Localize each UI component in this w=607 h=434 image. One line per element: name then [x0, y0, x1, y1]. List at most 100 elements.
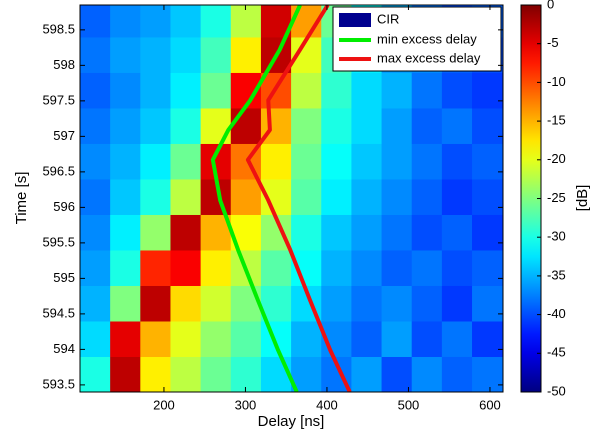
heatmap-cell	[291, 178, 322, 215]
heatmap-cell	[200, 320, 232, 357]
heatmap-cell	[200, 285, 232, 322]
heatmap-cell	[381, 72, 413, 109]
heatmap-cell	[472, 320, 503, 357]
heatmap-cell	[110, 143, 141, 180]
heatmap-cell	[200, 249, 232, 286]
heatmap-cell	[351, 107, 383, 144]
heatmap-cell	[291, 320, 322, 357]
heatmap-cell	[170, 178, 202, 215]
heatmap-cell	[230, 36, 262, 73]
heatmap-cell	[230, 107, 262, 144]
heatmap-cell	[230, 285, 262, 322]
heatmap-cell	[411, 356, 443, 392]
heatmap-cell	[411, 178, 443, 215]
heatmap-cell	[110, 249, 141, 286]
y-tick-label: 598	[53, 57, 75, 72]
heatmap-cell	[140, 285, 171, 322]
heatmap-cell	[110, 178, 141, 215]
colorbar-tick-label: -30	[547, 229, 566, 244]
heatmap-cell	[170, 320, 202, 357]
y-tick-label: 595.5	[42, 234, 75, 249]
heatmap-cell	[381, 249, 413, 286]
heatmap-cell	[351, 356, 383, 392]
heatmap-cell	[291, 214, 322, 251]
x-tick-label: 200	[153, 397, 175, 412]
x-tick-label: 600	[479, 397, 501, 412]
y-tick-label: 597.5	[42, 92, 75, 107]
heatmap-cell	[110, 320, 141, 357]
x-tick-label: 400	[316, 397, 338, 412]
heatmap-cell	[170, 36, 202, 73]
line-series	[245, 5, 352, 392]
heatmap-cell	[411, 285, 443, 322]
y-tick-label: 597	[53, 128, 75, 143]
heatmap-cell	[351, 285, 383, 322]
heatmap-cell	[110, 5, 141, 38]
heatmap-cell	[80, 356, 111, 392]
heatmap-cell	[140, 107, 171, 144]
x-axis-label: Delay [ns]	[258, 413, 325, 430]
y-tick-label: 594.5	[42, 305, 75, 320]
heatmap-cell	[411, 214, 443, 251]
heatmap-cell	[441, 320, 473, 357]
colorbar-tick-label: 0	[547, 0, 554, 11]
heatmap-cell	[472, 285, 503, 322]
heatmap-cell	[381, 356, 413, 392]
heatmap-cell	[200, 107, 232, 144]
heatmap-cell	[321, 107, 352, 144]
heatmap-cell	[140, 5, 171, 38]
line-series	[210, 5, 302, 392]
heatmap-cell	[351, 72, 383, 109]
heatmap-cell	[472, 178, 503, 215]
heatmap-cell	[80, 143, 111, 180]
heatmap-cell	[140, 72, 171, 109]
heatmap-cell	[110, 214, 141, 251]
heatmap-cell	[351, 178, 383, 215]
heatmap-cell	[110, 356, 141, 392]
heatmap-cell	[381, 178, 413, 215]
heatmap-cell	[140, 249, 171, 286]
heatmap-cell	[321, 285, 352, 322]
heatmap-cell	[321, 249, 352, 286]
heatmap-cell	[140, 320, 171, 357]
heatmap-cell	[110, 36, 141, 73]
heatmap-cell	[230, 356, 262, 392]
heatmap-cell	[170, 356, 202, 392]
heatmap-cell	[291, 143, 322, 180]
heatmap-cell	[140, 214, 171, 251]
heatmap-cell	[110, 107, 141, 144]
heatmap-cell	[381, 320, 413, 357]
heatmap-cell	[411, 107, 443, 144]
heatmap-cell	[80, 285, 111, 322]
heatmap-cell	[200, 5, 232, 38]
heatmap-cell	[170, 72, 202, 109]
heatmap-cell	[80, 72, 111, 109]
heatmap-cell	[200, 36, 232, 73]
heatmap-cell	[170, 143, 202, 180]
y-tick-label: 593.5	[42, 376, 75, 391]
heatmap-cell	[260, 356, 292, 392]
legend-swatch	[339, 13, 371, 27]
heatmap-cell	[140, 356, 171, 392]
heatmap-cell	[381, 107, 413, 144]
legend: CIR min excess delay max excess delay	[332, 6, 502, 72]
y-axis-label: Time [s]	[13, 172, 30, 225]
heatmap-cell	[230, 320, 262, 357]
heatmap-cell	[170, 214, 202, 251]
heatmap-cell	[351, 143, 383, 180]
heatmap-cell	[170, 249, 202, 286]
heatmap-cell	[472, 356, 503, 392]
heatmap-cell	[351, 320, 383, 357]
colorbar-label: [dB]	[574, 185, 591, 212]
heatmap-cell	[472, 249, 503, 286]
heatmap-cell	[321, 178, 352, 215]
y-tick-label: 596	[53, 199, 75, 214]
heatmap-cell	[381, 214, 413, 251]
y-tick-label: 595	[53, 270, 75, 285]
heatmap-cell	[80, 5, 111, 38]
legend-label: CIR	[377, 11, 399, 26]
heatmap-cell	[411, 249, 443, 286]
colorbar-tick-label: -15	[547, 113, 566, 128]
heatmap-cell	[80, 107, 111, 144]
